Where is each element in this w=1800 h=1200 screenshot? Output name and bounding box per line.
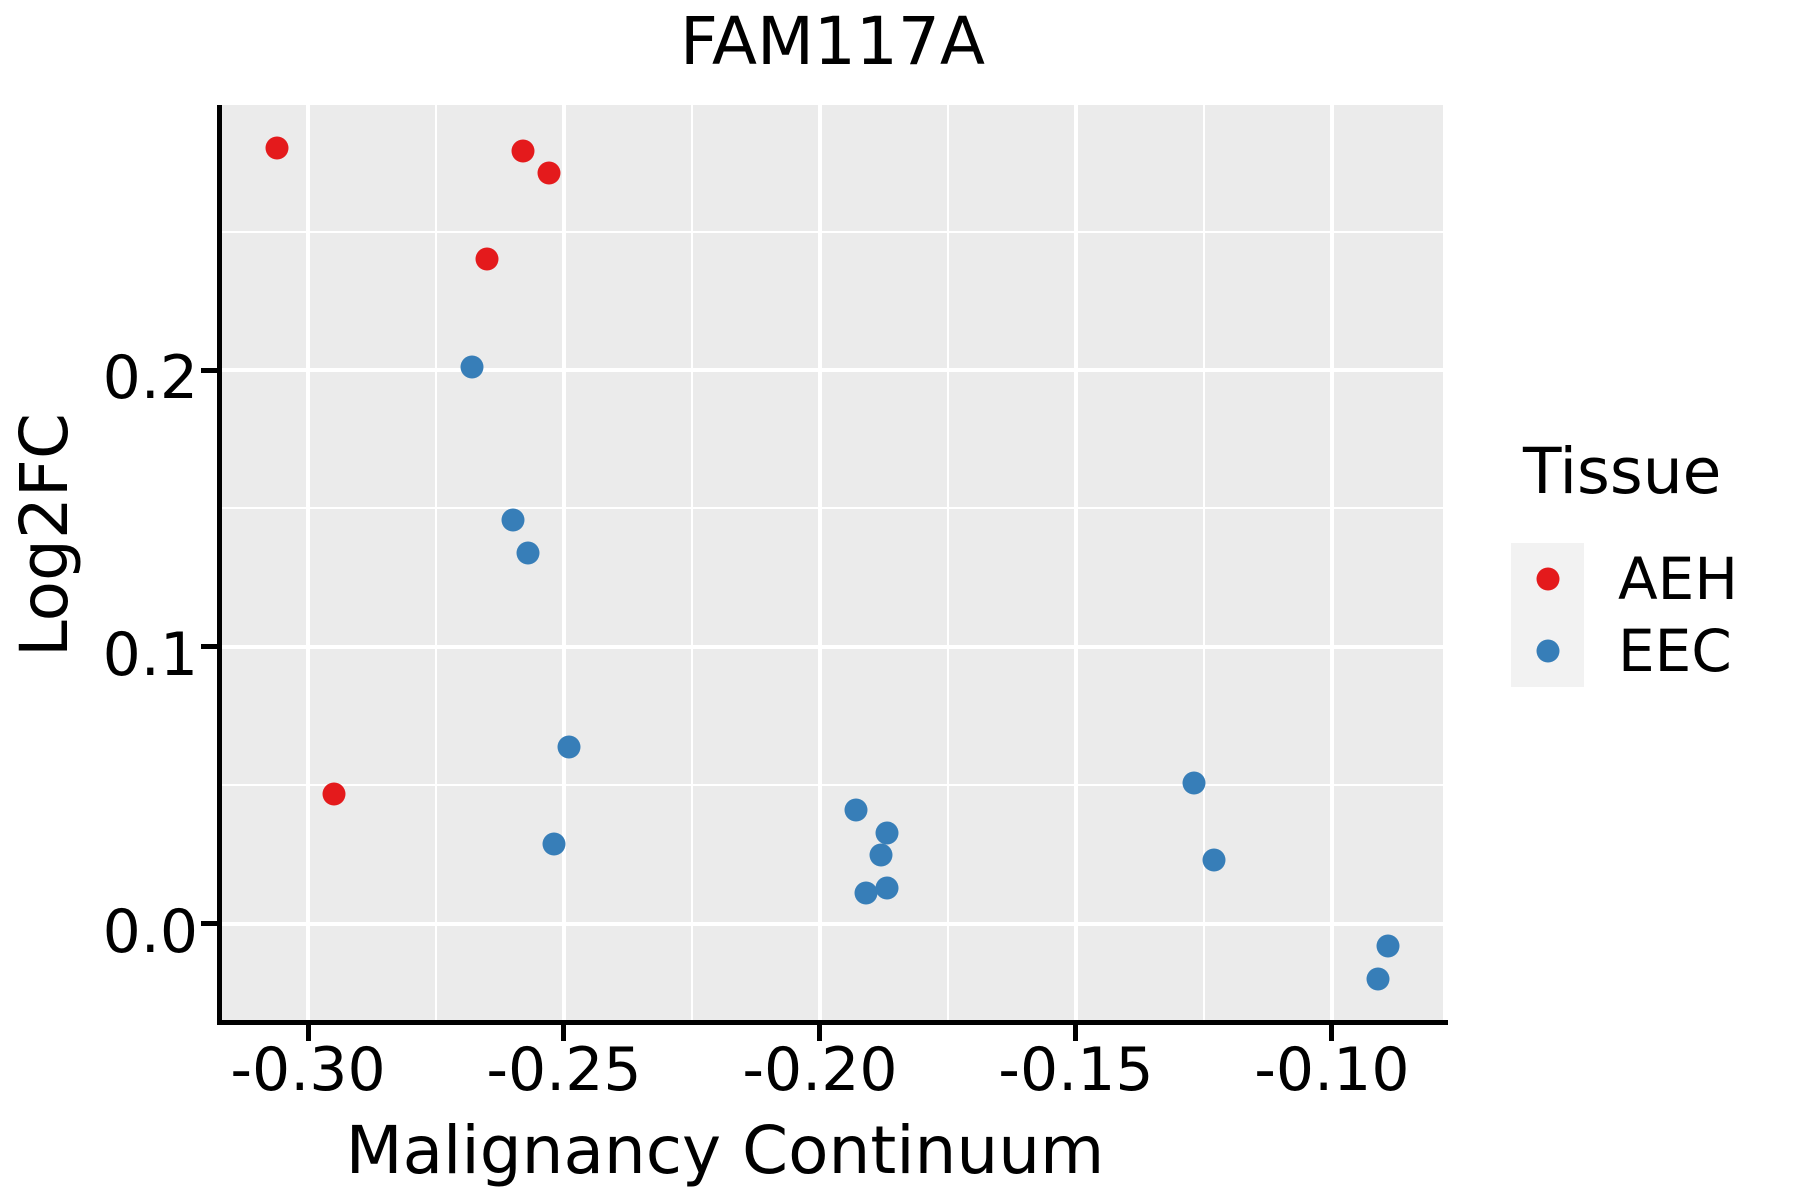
x-axis-line xyxy=(217,1020,1448,1025)
data-point-eec xyxy=(875,821,898,844)
data-point-eec xyxy=(501,508,525,532)
data-point-aeh xyxy=(322,782,346,806)
data-point-eec xyxy=(844,798,868,822)
legend-entry-aeh: AEH xyxy=(1511,543,1738,615)
legend-dot-eec-icon xyxy=(1536,639,1559,663)
x-major-gridline xyxy=(1073,105,1078,1020)
data-point-eec xyxy=(854,881,878,905)
data-point-aeh xyxy=(265,136,289,160)
data-point-eec xyxy=(1376,934,1400,958)
y-tick-label: 0.1 xyxy=(102,619,198,690)
legend-key xyxy=(1511,543,1584,615)
legend: Tissue AEH EEC xyxy=(1511,440,1738,687)
x-major-gridline xyxy=(561,105,566,1020)
x-tick-mark xyxy=(817,1025,823,1041)
data-point-aeh xyxy=(511,139,535,163)
x-tick-label: -0.25 xyxy=(486,1035,642,1105)
y-tick-mark xyxy=(201,367,217,373)
y-tick-mark xyxy=(201,644,217,650)
x-minor-gridline xyxy=(1202,105,1205,1020)
data-point-aeh xyxy=(475,247,499,271)
data-point-aeh xyxy=(537,161,561,185)
x-major-gridline xyxy=(1329,105,1334,1020)
legend-entry-eec: EEC xyxy=(1511,615,1738,687)
x-axis-title: Malignancy Continuum xyxy=(345,1112,1105,1189)
data-point-eec xyxy=(1366,967,1390,991)
data-point-eec xyxy=(557,735,581,759)
data-point-eec xyxy=(875,876,898,900)
y-tick-mark xyxy=(201,921,217,927)
y-tick-label: 0.2 xyxy=(102,343,198,414)
x-major-gridline xyxy=(306,105,310,1020)
x-tick-label: -0.15 xyxy=(998,1035,1154,1105)
data-point-eec xyxy=(542,832,566,856)
x-tick-label: -0.20 xyxy=(742,1035,898,1105)
x-minor-gridline xyxy=(690,105,693,1020)
x-tick-label: -0.10 xyxy=(1254,1035,1410,1105)
y-tick-label: 0.0 xyxy=(102,896,198,967)
x-tick-label: -0.30 xyxy=(230,1035,386,1105)
legend-label: AEH xyxy=(1618,545,1738,613)
x-tick-mark xyxy=(305,1025,311,1041)
data-point-eec xyxy=(516,541,540,565)
legend-key xyxy=(1511,615,1584,687)
data-point-eec xyxy=(1202,848,1226,872)
x-tick-mark xyxy=(1329,1025,1335,1041)
x-tick-mark xyxy=(1073,1025,1079,1041)
y-minor-gridline xyxy=(222,784,1443,787)
legend-label: EEC xyxy=(1618,617,1732,685)
legend-dot-aeh-icon xyxy=(1536,567,1559,591)
y-axis-title: Log2FC xyxy=(6,413,83,657)
legend-entries: AEH EEC xyxy=(1511,543,1738,687)
plot-title: FAM117A xyxy=(679,3,986,80)
y-major-gridline xyxy=(222,921,1443,926)
x-minor-gridline xyxy=(434,105,437,1020)
y-minor-gridline xyxy=(222,507,1443,510)
y-axis-line xyxy=(217,105,222,1025)
x-minor-gridline xyxy=(946,105,949,1020)
y-major-gridline xyxy=(222,368,1443,373)
legend-title: Tissue xyxy=(1523,435,1722,508)
y-minor-gridline xyxy=(222,230,1443,233)
plot-panel xyxy=(222,105,1443,1020)
x-tick-mark xyxy=(561,1025,567,1041)
x-major-gridline xyxy=(817,105,822,1020)
data-point-eec xyxy=(869,843,893,867)
data-point-eec xyxy=(1182,771,1206,795)
data-point-eec xyxy=(460,355,484,379)
y-major-gridline xyxy=(222,644,1443,649)
